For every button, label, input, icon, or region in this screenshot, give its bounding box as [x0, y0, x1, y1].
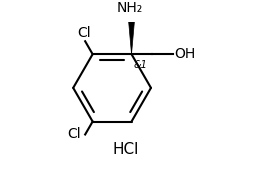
Text: &1: &1: [134, 60, 148, 70]
Text: OH: OH: [175, 47, 196, 61]
Text: Cl: Cl: [78, 26, 91, 40]
Text: NH₂: NH₂: [117, 1, 143, 15]
Polygon shape: [128, 17, 135, 54]
Text: Cl: Cl: [67, 128, 81, 142]
Text: HCl: HCl: [112, 142, 139, 157]
